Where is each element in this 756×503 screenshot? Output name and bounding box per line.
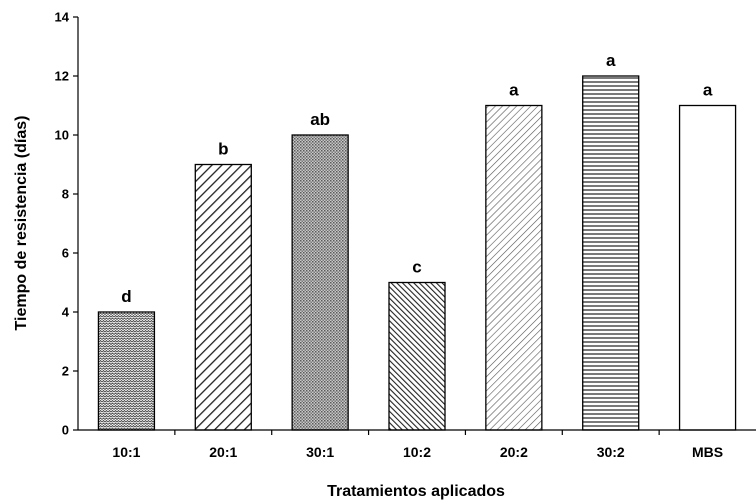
y-tick-label: 14 (55, 10, 70, 25)
y-tick-label: 8 (62, 187, 69, 202)
significance-letter: a (509, 81, 519, 100)
bar-mbs (678, 104, 737, 431)
x-tick-label: 30:2 (597, 444, 625, 460)
significance-letter: a (703, 81, 713, 100)
x-axis-title: Tratamientos aplicados (327, 483, 505, 500)
significance-letter: b (218, 140, 228, 159)
x-tick-label: 30:1 (306, 444, 334, 460)
y-tick-label: 12 (55, 69, 69, 84)
bar-10-2 (388, 281, 446, 431)
x-tick-label: 10:1 (112, 444, 140, 460)
significance-letter: d (121, 287, 131, 306)
significance-letter: a (606, 51, 616, 70)
y-tick-label: 4 (62, 305, 70, 320)
bar-30-2 (582, 75, 640, 431)
significance-letter: c (412, 258, 421, 277)
x-tick-label: 20:1 (209, 444, 237, 460)
y-tick-label: 0 (62, 423, 69, 438)
y-axis-title: Tiempo de resistencia (días) (13, 116, 30, 331)
bar-20-2 (485, 104, 543, 431)
significance-letter: ab (310, 110, 330, 129)
bar-30-1 (291, 134, 349, 431)
y-tick-label: 6 (62, 246, 69, 261)
y-tick-label: 2 (62, 364, 69, 379)
x-tick-label: MBS (692, 444, 723, 460)
x-tick-label: 10:2 (403, 444, 431, 460)
bar-20-1 (194, 163, 252, 431)
y-tick-label: 10 (55, 128, 69, 143)
x-tick-label: 20:2 (500, 444, 528, 460)
bar-10-1 (97, 311, 156, 431)
